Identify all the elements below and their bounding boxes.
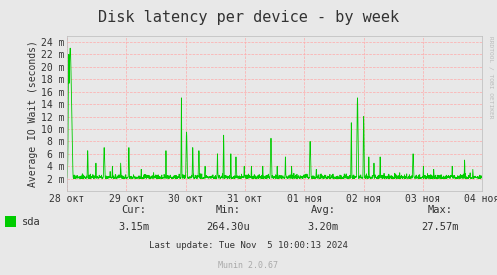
Text: Max:: Max: — [427, 205, 452, 215]
Text: 3.20m: 3.20m — [308, 222, 338, 232]
Y-axis label: Average IO Wait (seconds): Average IO Wait (seconds) — [28, 40, 38, 187]
Text: 3.15m: 3.15m — [119, 222, 150, 232]
Text: RRDTOOL / TOBI OETIKER: RRDTOOL / TOBI OETIKER — [489, 36, 494, 118]
Text: Last update: Tue Nov  5 10:00:13 2024: Last update: Tue Nov 5 10:00:13 2024 — [149, 241, 348, 249]
Text: Munin 2.0.67: Munin 2.0.67 — [219, 261, 278, 270]
Text: 264.30u: 264.30u — [207, 222, 250, 232]
Text: sda: sda — [22, 217, 41, 227]
Text: Cur:: Cur: — [122, 205, 147, 215]
Text: 27.57m: 27.57m — [421, 222, 459, 232]
Text: Avg:: Avg: — [311, 205, 335, 215]
Text: Min:: Min: — [216, 205, 241, 215]
Text: Disk latency per device - by week: Disk latency per device - by week — [98, 10, 399, 25]
